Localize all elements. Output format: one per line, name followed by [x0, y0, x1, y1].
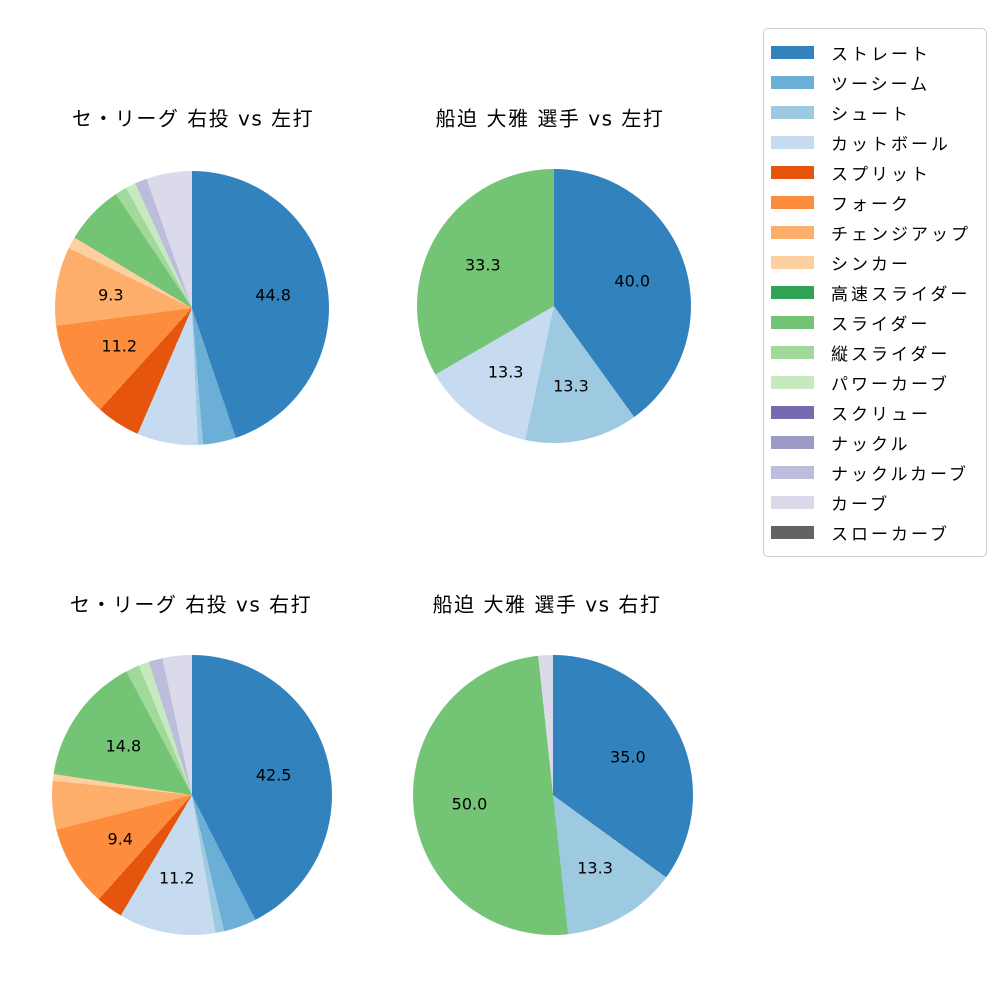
- legend-item: スライダー: [764, 307, 986, 337]
- legend-item-label: スプリット: [831, 164, 931, 185]
- legend-item-label: カーブ: [831, 494, 890, 515]
- legend-color-swatch: [771, 225, 814, 239]
- legend-item-label: スライダー: [831, 314, 931, 335]
- legend-color-swatch: [771, 285, 814, 299]
- legend-list: ストレートツーシームシュートカットボール スプリットフォークチェンジアップ シンカー…: [764, 37, 986, 547]
- legend-color-swatch: [771, 135, 814, 149]
- legend-color-swatch: [771, 165, 814, 179]
- chart-title: セ・リーグ 右投 vs 右打: [69, 592, 313, 617]
- pct-label-フォーク: 9.4: [107, 829, 133, 849]
- legend-color-swatch: [771, 495, 814, 509]
- pie-ce-league-right-vs-lefty: [55, 171, 329, 445]
- pct-label-スライダー: 33.3: [465, 255, 501, 275]
- legend-item-label: 高速スライダー: [831, 284, 971, 305]
- legend-color-swatch: [771, 105, 814, 119]
- legend-item: チェンジアップ: [764, 217, 986, 247]
- legend-item-label: 縦スライダー: [831, 344, 951, 365]
- legend-item: ナックル: [764, 427, 986, 457]
- legend-color-swatch: [771, 195, 814, 209]
- legend-item-label: シュート: [831, 104, 911, 125]
- chart-title: 船迫 大雅 選手 vs 右打: [432, 592, 662, 617]
- legend-item-label: ツーシーム: [831, 74, 931, 95]
- pie-ce-league-right-vs-righty: [52, 655, 332, 935]
- legend-color-swatch: [771, 525, 814, 539]
- legend-item: シンカー: [764, 247, 986, 277]
- legend-item-label: ナックルカーブ: [831, 464, 969, 485]
- legend-item-label: フォーク: [831, 194, 911, 215]
- legend-item: スローカーブ: [764, 517, 986, 547]
- legend-item-label: ナックル: [831, 434, 911, 455]
- legend-color-swatch: [771, 375, 814, 389]
- legend-color-swatch: [771, 45, 814, 59]
- pct-label-カットボール: 11.2: [158, 868, 195, 888]
- legend: ストレートツーシームシュートカットボール スプリットフォークチェンジアップ シンカー…: [763, 28, 987, 557]
- legend-item: スプリット: [764, 157, 986, 187]
- legend-item: ナックルカーブ: [764, 457, 986, 487]
- legend-item-label: スクリュー: [831, 404, 931, 425]
- legend-color-swatch: [771, 435, 814, 449]
- legend-color-swatch: [771, 405, 814, 419]
- pct-label-ストレート: 44.8: [255, 285, 291, 305]
- legend-item-label: シンカー: [831, 254, 911, 275]
- legend-color-swatch: [771, 465, 814, 479]
- pct-label-フォーク: 11.2: [101, 336, 138, 356]
- legend-item: パワーカーブ: [764, 367, 986, 397]
- pct-label-シュート: 13.3: [577, 858, 613, 878]
- chart-title: 船迫 大雅 選手 vs 左打: [435, 106, 665, 131]
- pct-label-カットボール: 13.3: [487, 362, 524, 382]
- legend-item: カットボール: [764, 127, 986, 157]
- pct-label-ストレート: 40.0: [614, 271, 651, 291]
- pct-label-シュート: 13.3: [553, 376, 589, 396]
- legend-color-swatch: [771, 345, 814, 359]
- legend-color-swatch: [771, 315, 814, 329]
- pct-label-スライダー: 50.0: [451, 794, 488, 814]
- legend-color-swatch: [771, 75, 814, 89]
- legend-item-label: カットボール: [831, 134, 951, 155]
- legend-item: 高速スライダー: [764, 277, 986, 307]
- pct-label-スライダー: 14.8: [105, 736, 142, 756]
- pct-label-チェンジアップ: 9.3: [98, 285, 124, 305]
- legend-item-label: ストレート: [831, 44, 931, 65]
- pct-label-ストレート: 42.5: [255, 765, 292, 785]
- legend-item-label: チェンジアップ: [831, 224, 971, 245]
- legend-item-label: パワーカーブ: [831, 374, 950, 395]
- legend-item: カーブ: [764, 487, 986, 517]
- legend-item: ツーシーム: [764, 67, 986, 97]
- legend-item: スクリュー: [764, 397, 986, 427]
- pct-label-ストレート: 35.0: [610, 747, 646, 767]
- legend-item: シュート: [764, 97, 986, 127]
- legend-item: ストレート: [764, 37, 986, 67]
- chart-title: セ・リーグ 右投 vs 左打: [71, 106, 315, 131]
- legend-item-label: スローカーブ: [831, 524, 950, 545]
- legend-item: フォーク: [764, 187, 986, 217]
- legend-item: 縦スライダー: [764, 337, 986, 367]
- legend-color-swatch: [771, 255, 814, 269]
- pie-funabasama-vs-lefty: [417, 169, 691, 443]
- pie-funabasama-vs-righty: [413, 655, 693, 935]
